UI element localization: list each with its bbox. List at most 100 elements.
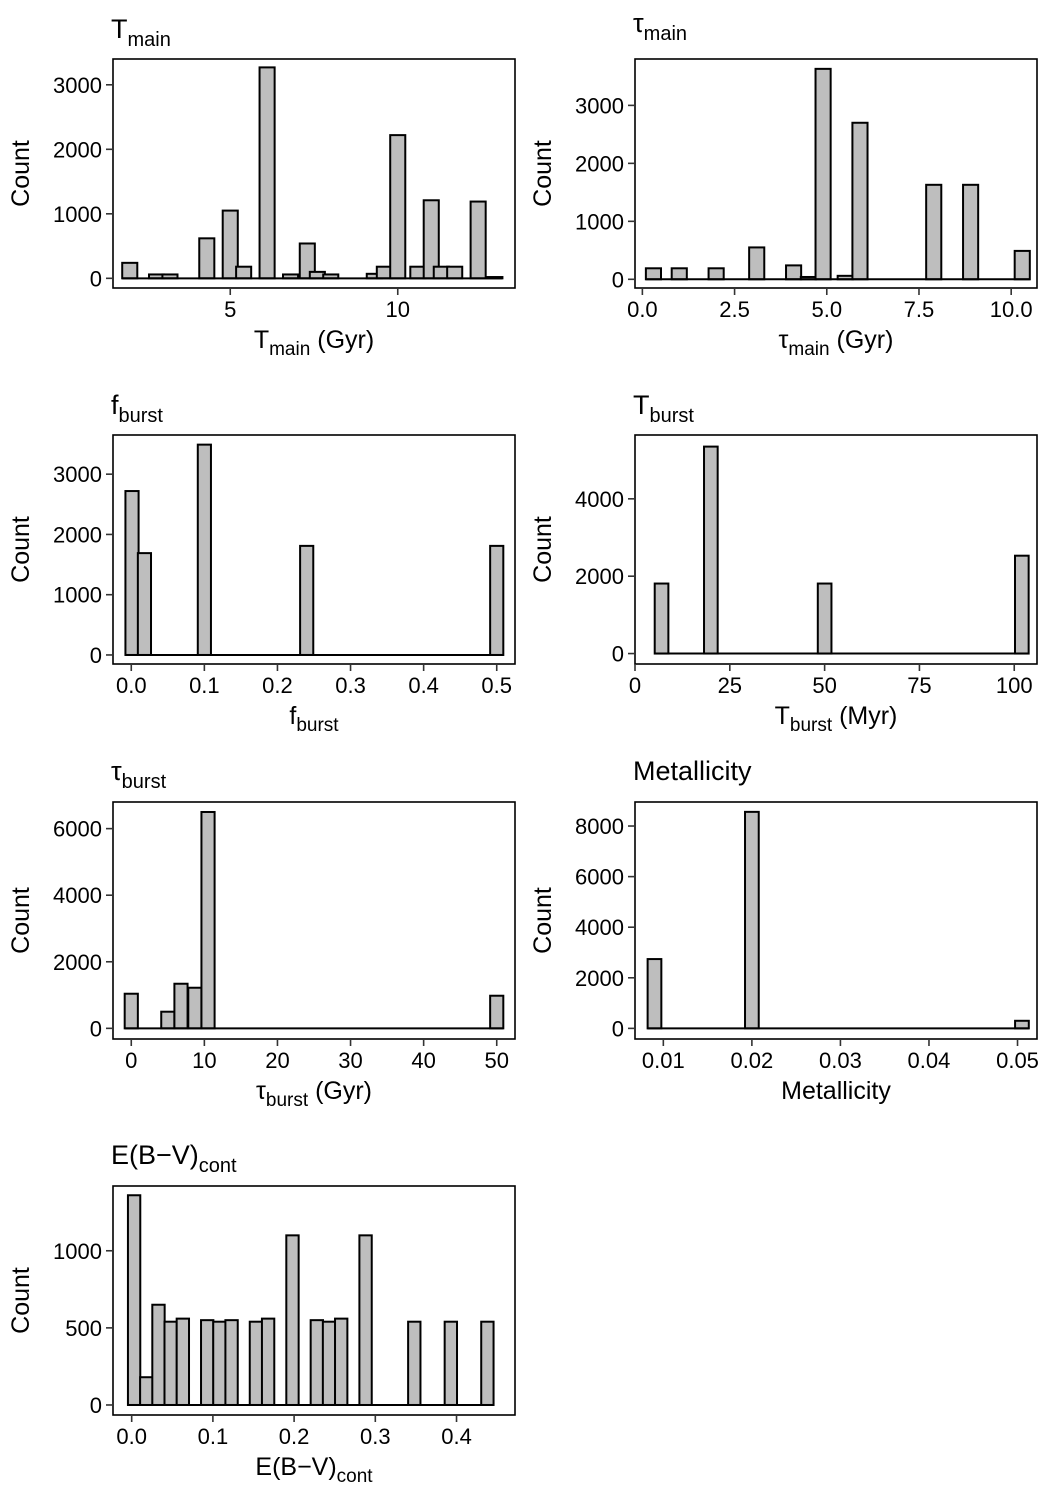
histogram-bar — [198, 237, 216, 280]
plot-frame — [112, 58, 516, 289]
x-tick-label: 0.0 — [116, 1424, 147, 1449]
x-tick-label: 0.3 — [335, 673, 366, 698]
y-axis-label: Count — [529, 140, 557, 207]
y-tick-label: 500 — [65, 1316, 102, 1341]
x-axis-label: Tmain (Gyr) — [254, 326, 374, 360]
histogram-bar — [1014, 554, 1030, 655]
panel-title: Tmain — [111, 14, 171, 51]
x-tick-label: 0 — [125, 1048, 137, 1073]
x-axis-label: τburst (Gyr) — [256, 1077, 372, 1111]
plot-frame — [634, 801, 1038, 1040]
y-tick-label: 2000 — [53, 522, 102, 547]
x-tick-label: 0.0 — [627, 297, 658, 322]
histogram-bar — [962, 183, 980, 281]
histogram-bar — [136, 552, 153, 656]
x-axis-label: τmain (Gyr) — [779, 326, 894, 360]
y-tick-label: 6000 — [575, 865, 624, 890]
histogram-bar — [196, 443, 212, 656]
histogram-panel-4: Tburst 0 25 50 75 100 0 2000 4000 Tburst (Myr) Cou… — [529, 390, 1038, 736]
histogram-bar — [187, 986, 203, 1030]
x-tick-label: 10.0 — [990, 297, 1033, 322]
y-tick-label: 0 — [90, 266, 102, 291]
histogram-bar — [258, 66, 276, 280]
x-tick-label: 0.1 — [189, 673, 220, 698]
y-tick-label: 3000 — [53, 73, 102, 98]
histogram-bar — [748, 246, 766, 281]
histogram-bar — [407, 1320, 422, 1406]
y-tick-label: 2000 — [575, 966, 624, 991]
y-axis-label: Count — [7, 516, 35, 583]
x-tick-label: 40 — [411, 1048, 435, 1073]
histogram-panel-1: Tmain 5 10 0 1000 2000 3000 Tmain (Gyr) Count — [7, 14, 516, 360]
y-tick-label: 0 — [90, 1016, 102, 1041]
panel-title: E(B−V)cont — [111, 1140, 237, 1177]
histogram-bar — [173, 982, 189, 1030]
histogram-bar — [248, 1320, 264, 1406]
y-tick-label: 3000 — [575, 93, 624, 118]
histogram-panel-6: Metallicity 0.01 0.02 0.03 0.04 0.05 0 2000 4000… — [529, 756, 1039, 1105]
x-tick-label: 0.01 — [642, 1048, 685, 1073]
y-tick-label: 1000 — [53, 1239, 102, 1264]
x-tick-label: 0.2 — [279, 1424, 310, 1449]
histogram-bar — [646, 958, 663, 1030]
histogram-bar — [703, 445, 719, 655]
histogram-bar — [224, 1319, 239, 1406]
x-tick-label: 5.0 — [811, 297, 842, 322]
x-axis-label: E(B−V)cont — [255, 1453, 373, 1486]
plot-frame — [112, 1185, 516, 1416]
y-axis-label: Count — [529, 516, 557, 583]
histogram-bar — [212, 1320, 227, 1406]
x-tick-label: 50 — [484, 1048, 508, 1073]
x-axis-label: fburst — [289, 702, 339, 736]
histogram-bar — [489, 994, 505, 1030]
histogram-bar — [121, 261, 139, 280]
histogram-bar — [175, 1317, 191, 1406]
histogram-bar — [285, 1234, 300, 1406]
histogram-bar — [443, 1320, 459, 1406]
histogram-bar — [480, 1320, 495, 1406]
y-tick-label: 3000 — [53, 462, 102, 487]
x-tick-label: 75 — [907, 673, 931, 698]
y-tick-label: 0 — [612, 267, 624, 292]
x-tick-label: 0.04 — [908, 1048, 951, 1073]
x-tick-label: 0.4 — [441, 1424, 472, 1449]
y-tick-label: 4000 — [575, 487, 624, 512]
panel-title: τmain — [633, 8, 687, 45]
histogram-bar — [707, 267, 725, 281]
y-tick-label: 2000 — [53, 950, 102, 975]
histogram-bar — [139, 1376, 154, 1406]
x-tick-label: 0.4 — [408, 673, 439, 698]
histogram-panel-5: τburst 0 10 20 30 40 50 0 2000 4000 6000 τburst (Gy… — [7, 756, 516, 1111]
x-tick-label: 0.2 — [262, 673, 293, 698]
histogram-bar — [299, 544, 315, 656]
x-axis-label: Metallicity — [781, 1077, 891, 1105]
y-tick-label: 1000 — [53, 202, 102, 227]
x-tick-label: 0.02 — [730, 1048, 773, 1073]
y-tick-label: 4000 — [575, 915, 624, 940]
y-axis-label: Count — [529, 887, 557, 954]
y-tick-label: 0 — [90, 1393, 102, 1418]
panel-title: Metallicity — [633, 756, 752, 786]
histogram-bar — [123, 992, 139, 1030]
histogram-bar — [489, 544, 505, 656]
x-tick-label: 0 — [629, 673, 641, 698]
y-tick-label: 1000 — [575, 209, 624, 234]
x-tick-label: 10 — [192, 1048, 216, 1073]
x-tick-label: 0.1 — [198, 1424, 229, 1449]
histogram-panel-7: E(B−V)cont 0.0 0.1 0.2 0.3 0.4 0 500 1000 E(B−V)c… — [7, 1140, 516, 1486]
histogram-panel-2: τmain 0.0 2.5 5.0 7.5 10.0 0 1000 2000 3000 τmain … — [529, 8, 1038, 360]
histogram-panel-3: fburst 0.0 0.1 0.2 0.3 0.4 0.5 0 1000 2000 3000 fbu… — [7, 390, 516, 736]
histogram-bar — [925, 183, 943, 281]
panel-title: fburst — [111, 390, 163, 427]
y-tick-label: 2000 — [575, 564, 624, 589]
x-tick-label: 5 — [224, 297, 236, 322]
x-tick-label: 0.05 — [996, 1048, 1039, 1073]
plot-frame — [634, 58, 1038, 289]
y-tick-label: 6000 — [53, 817, 102, 842]
x-tick-label: 50 — [812, 673, 836, 698]
y-tick-label: 2000 — [575, 151, 624, 176]
histogram-bar — [1013, 249, 1031, 281]
x-tick-label: 10 — [386, 297, 410, 322]
y-tick-label: 8000 — [575, 814, 624, 839]
